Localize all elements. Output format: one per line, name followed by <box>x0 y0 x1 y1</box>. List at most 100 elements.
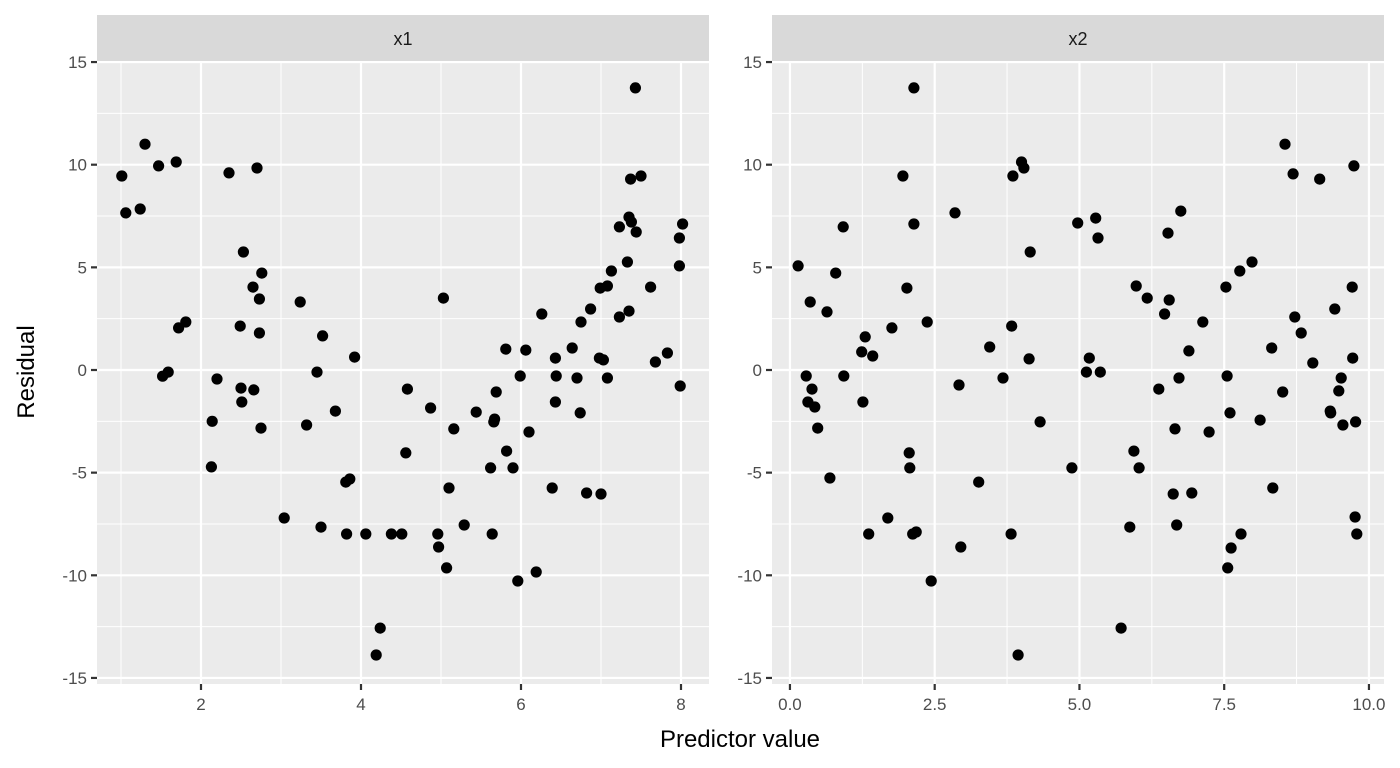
data-point <box>443 482 455 494</box>
data-point <box>223 167 235 179</box>
data-point <box>1167 488 1179 500</box>
data-point <box>1024 246 1036 258</box>
data-point <box>1083 352 1095 364</box>
data-point <box>821 306 833 318</box>
data-point <box>1012 649 1024 661</box>
data-point <box>550 370 562 382</box>
data-point <box>507 462 519 474</box>
x-tick-label: 8 <box>676 695 685 714</box>
data-point <box>673 232 686 244</box>
data-point <box>514 370 526 382</box>
data-point <box>437 292 449 304</box>
data-point <box>1094 366 1106 378</box>
data-point <box>425 402 437 414</box>
data-point <box>255 422 267 434</box>
data-point <box>1092 232 1104 244</box>
data-point <box>623 305 635 317</box>
data-point <box>470 406 482 418</box>
data-point <box>1266 342 1278 354</box>
data-point <box>949 207 961 219</box>
data-point <box>1169 423 1181 435</box>
data-point <box>882 512 894 524</box>
data-point <box>1349 511 1361 523</box>
data-point <box>629 82 642 94</box>
data-point <box>837 221 849 233</box>
data-point <box>800 370 812 382</box>
data-point <box>1175 205 1187 217</box>
data-point <box>910 526 922 538</box>
data-point <box>486 528 498 540</box>
data-point <box>549 352 562 364</box>
data-point <box>1141 292 1153 304</box>
data-point <box>1197 316 1209 328</box>
data-point <box>1222 562 1234 574</box>
y-tick-label: 0 <box>753 361 762 380</box>
data-point <box>1124 521 1136 533</box>
data-point <box>1348 160 1360 172</box>
y-tick-label: -10 <box>737 566 762 585</box>
data-point <box>1234 265 1246 277</box>
data-point <box>904 462 916 474</box>
plot-area <box>97 62 709 684</box>
data-point <box>809 401 821 413</box>
y-tick-label: -5 <box>747 464 762 483</box>
data-point <box>1335 372 1347 384</box>
data-point <box>806 383 818 395</box>
data-point <box>500 343 512 355</box>
facet-strip-label: x2 <box>1068 29 1087 49</box>
x-tick-label: 7.5 <box>1212 695 1236 714</box>
data-point <box>1034 416 1046 428</box>
data-point <box>458 519 470 531</box>
data-point <box>206 415 218 427</box>
data-point <box>859 331 871 343</box>
data-point <box>575 316 587 328</box>
data-point <box>1023 353 1035 365</box>
x-tick-label: 4 <box>356 695 365 714</box>
data-point <box>329 405 341 417</box>
data-point <box>490 386 502 398</box>
data-point <box>585 303 597 315</box>
data-point <box>581 487 593 499</box>
data-point <box>400 447 412 459</box>
data-point <box>908 82 920 94</box>
data-point <box>1159 308 1171 320</box>
data-point <box>1314 173 1326 185</box>
data-point <box>253 327 265 339</box>
data-point <box>613 221 626 233</box>
data-point <box>301 419 313 431</box>
data-point <box>211 373 223 385</box>
data-point <box>1005 528 1017 540</box>
data-point <box>120 207 132 219</box>
data-point <box>903 447 915 459</box>
data-point <box>530 566 542 578</box>
data-point <box>1246 256 1258 268</box>
data-point <box>1203 426 1215 438</box>
data-point <box>661 347 674 359</box>
data-point <box>401 383 413 395</box>
data-point <box>1115 622 1127 634</box>
y-tick-label: 5 <box>753 258 762 277</box>
data-point <box>349 351 361 363</box>
y-axis-title: Residual <box>13 325 40 418</box>
data-point <box>625 216 638 228</box>
y-tick-label: -10 <box>62 566 87 585</box>
data-point <box>523 426 535 438</box>
data-point <box>317 330 329 342</box>
data-point <box>635 170 647 182</box>
data-point <box>1325 407 1337 419</box>
x-tick-label: 5.0 <box>1068 695 1092 714</box>
y-tick-label: 5 <box>78 258 87 277</box>
data-point <box>605 265 618 277</box>
data-point <box>1289 311 1301 323</box>
data-point <box>1254 414 1266 426</box>
data-point <box>625 173 637 185</box>
y-tick-label: -15 <box>737 669 762 688</box>
data-point <box>897 170 909 182</box>
data-point <box>867 350 879 362</box>
x-tick-label: 6 <box>516 695 525 714</box>
x-tick-label: 0.0 <box>778 695 802 714</box>
data-point <box>838 370 850 382</box>
data-point <box>863 528 875 540</box>
data-point <box>236 396 248 408</box>
